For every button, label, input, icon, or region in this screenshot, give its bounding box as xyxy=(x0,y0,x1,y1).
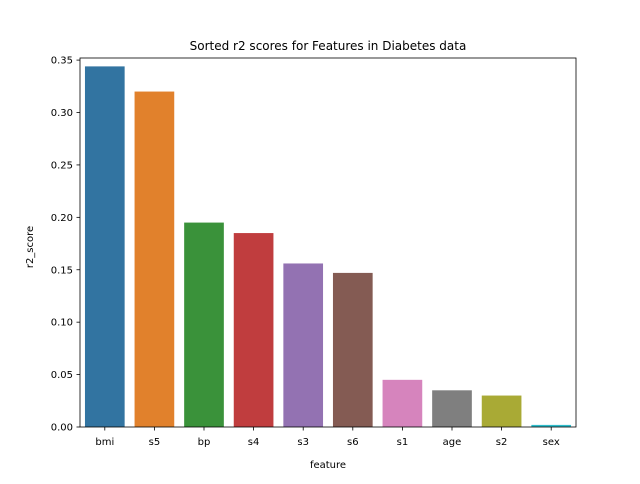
bar-s2 xyxy=(481,395,522,427)
x-tick-label: bp xyxy=(198,437,211,448)
y-tick-label: 0.05 xyxy=(51,370,73,381)
y-axis: 0.00 0.05 0.10 0.15 0.20 0.25 0.30 0.35 xyxy=(51,56,80,434)
x-axis-label: feature xyxy=(310,460,346,471)
bar-age xyxy=(432,390,472,427)
chart-title: Sorted r2 scores for Features in Diabete… xyxy=(190,39,467,53)
x-tick-label: s6 xyxy=(347,437,359,448)
bar-bp xyxy=(184,222,224,427)
y-tick-label: 0.20 xyxy=(51,213,73,224)
x-tick-label: sex xyxy=(543,437,560,448)
y-axis-label: r2_score xyxy=(25,226,36,268)
bar-s1 xyxy=(382,379,423,427)
bar-s4 xyxy=(233,233,274,427)
bar-s5 xyxy=(134,91,175,428)
x-tick-label: bmi xyxy=(95,437,114,448)
x-tick-label: s3 xyxy=(297,437,309,448)
x-tick-label: age xyxy=(443,437,462,448)
bars-group xyxy=(84,66,572,428)
y-tick-label: 0.00 xyxy=(51,423,73,434)
bar-s3 xyxy=(283,263,324,427)
y-tick-label: 0.30 xyxy=(51,108,73,119)
y-tick-label: 0.25 xyxy=(51,160,73,171)
axes-frame xyxy=(79,57,577,428)
x-tick-label: s5 xyxy=(149,437,161,448)
y-tick-label: 0.35 xyxy=(51,56,73,67)
bar-bmi xyxy=(84,66,125,427)
x-tick-label: s4 xyxy=(248,437,260,448)
y-tick-label: 0.15 xyxy=(51,265,73,276)
y-tick-label: 0.10 xyxy=(51,318,73,329)
bar-s6 xyxy=(332,272,373,427)
bar-sex xyxy=(531,424,572,427)
axes-spines xyxy=(79,57,577,428)
x-tick-label: s2 xyxy=(496,437,508,448)
x-tick-label: s1 xyxy=(397,437,409,448)
x-axis: bmi s5 bp s4 s3 s6 s1 age s2 sex xyxy=(95,427,560,448)
